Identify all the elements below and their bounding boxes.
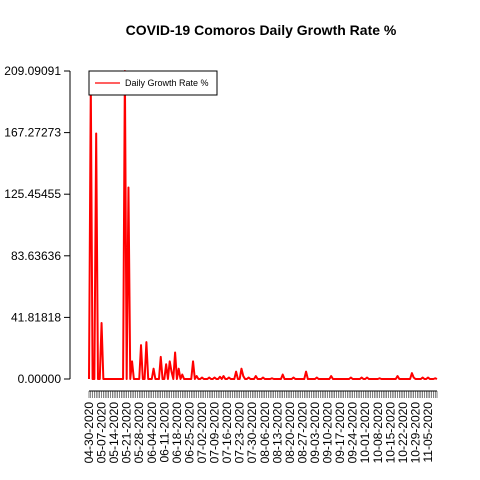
- legend-label-daily-growth-rate: Daily Growth Rate %: [125, 78, 209, 88]
- x-tick-label: 09-17-2020: [333, 402, 347, 464]
- y-axis: 0.00000 41.81818 83.63636 125.45455 167.2727…: [4, 64, 71, 386]
- x-tick-label: 08-06-2020: [258, 402, 272, 464]
- y-tick-label: 83.63636: [11, 249, 61, 263]
- x-tick-label: 08-27-2020: [295, 402, 309, 464]
- series-line-daily-growth-rate: [88, 70, 438, 380]
- x-tick-label: 11-05-2020: [421, 402, 435, 463]
- x-tick-label: 10-15-2020: [383, 402, 397, 464]
- x-tick-label: 04-30-2020: [82, 402, 96, 464]
- y-tick-label: 209.09091: [4, 64, 61, 78]
- x-tick-label: 05-28-2020: [132, 402, 146, 464]
- x-tick-label: 05-07-2020: [95, 402, 109, 464]
- x-tick-label: 05-21-2020: [120, 402, 134, 464]
- x-tick-label: 09-10-2020: [321, 402, 335, 464]
- x-tick-label: 10-29-2020: [408, 402, 422, 464]
- x-tick-label: 09-24-2020: [346, 402, 360, 464]
- x-tick-label: 05-14-2020: [107, 402, 121, 464]
- x-tick-label: 07-30-2020: [245, 402, 259, 464]
- x-tick-label: 10-01-2020: [358, 402, 372, 464]
- x-tick-label: 08-20-2020: [283, 402, 297, 464]
- series-layer: [88, 70, 438, 380]
- x-tick-label: 06-25-2020: [182, 402, 196, 464]
- legend: Daily Growth Rate %: [88, 70, 218, 96]
- x-tick-label: 06-18-2020: [170, 402, 184, 464]
- x-axis: 04-30-202005-07-202005-14-202005-21-2020…: [82, 390, 438, 464]
- x-tick-label: 06-11-2020: [157, 402, 171, 463]
- x-tick-label: 07-16-2020: [220, 402, 234, 464]
- x-tick-label: 07-02-2020: [195, 402, 209, 464]
- y-tick-label: 0.00000: [18, 372, 62, 386]
- x-tick-label: 07-23-2020: [233, 402, 247, 464]
- x-tick-label: 09-03-2020: [308, 402, 322, 464]
- y-tick-label: 167.27273: [4, 126, 61, 140]
- y-tick-label: 125.45455: [4, 187, 61, 201]
- x-tick-label: 06-04-2020: [145, 402, 159, 464]
- x-tick-label: 08-13-2020: [270, 402, 284, 464]
- x-tick-label: 10-08-2020: [371, 402, 385, 464]
- chart-title: COVID-19 Comoros Daily Growth Rate %: [126, 22, 397, 38]
- y-tick-label: 41.81818: [11, 310, 61, 324]
- x-tick-label: 07-09-2020: [208, 402, 222, 464]
- x-tick-label: 10-22-2020: [396, 402, 410, 464]
